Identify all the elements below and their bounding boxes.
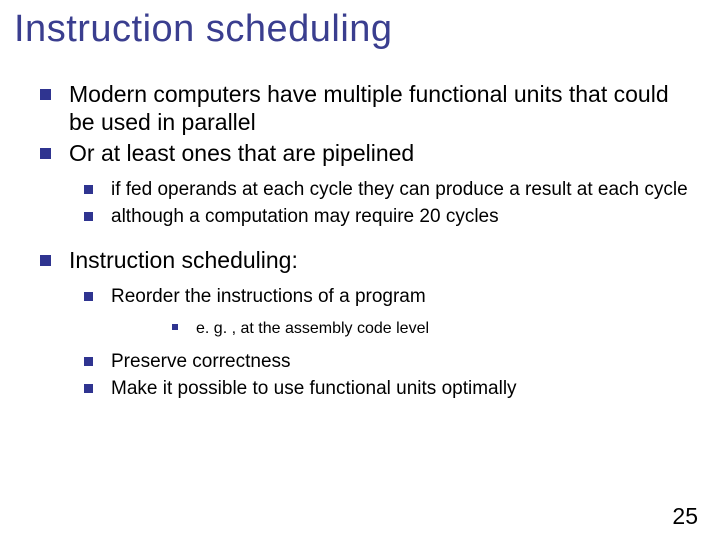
page-number: 25 [672, 503, 698, 530]
slide-body: Modern computers have multiple functiona… [40, 80, 690, 404]
bullet-text: e. g. , at the assembly code level [196, 319, 690, 339]
square-bullet-icon [40, 148, 51, 159]
bullet-text: Reorder the instructions of a program [111, 285, 690, 309]
bullet-level-2: Preserve correctness [84, 350, 690, 374]
bullet-text: Preserve correctness [111, 350, 690, 374]
bullet-level-1: Modern computers have multiple functiona… [40, 80, 690, 136]
square-bullet-icon [172, 324, 178, 330]
bullet-level-1: Instruction scheduling: [40, 246, 690, 274]
bullet-level-1: Or at least ones that are pipelined [40, 139, 690, 167]
bullet-level-2: although a computation may require 20 cy… [84, 205, 690, 229]
square-bullet-icon [84, 292, 93, 301]
bullet-level-2: if fed operands at each cycle they can p… [84, 178, 690, 202]
square-bullet-icon [84, 185, 93, 194]
square-bullet-icon [84, 212, 93, 221]
bullet-level-3: e. g. , at the assembly code level [172, 319, 690, 339]
bullet-text: if fed operands at each cycle they can p… [111, 178, 690, 202]
square-bullet-icon [84, 357, 93, 366]
square-bullet-icon [84, 384, 93, 393]
slide-title: Instruction scheduling [14, 8, 393, 51]
bullet-level-2: Make it possible to use functional units… [84, 377, 690, 401]
bullet-text: Modern computers have multiple functiona… [69, 80, 690, 136]
bullet-level-2: Reorder the instructions of a program [84, 285, 690, 309]
bullet-text: Make it possible to use functional units… [111, 377, 690, 401]
bullet-text: Instruction scheduling: [69, 246, 690, 274]
slide: Instruction scheduling Modern computers … [0, 0, 720, 540]
bullet-text: Or at least ones that are pipelined [69, 139, 690, 167]
bullet-text: although a computation may require 20 cy… [111, 205, 690, 229]
square-bullet-icon [40, 255, 51, 266]
square-bullet-icon [40, 89, 51, 100]
